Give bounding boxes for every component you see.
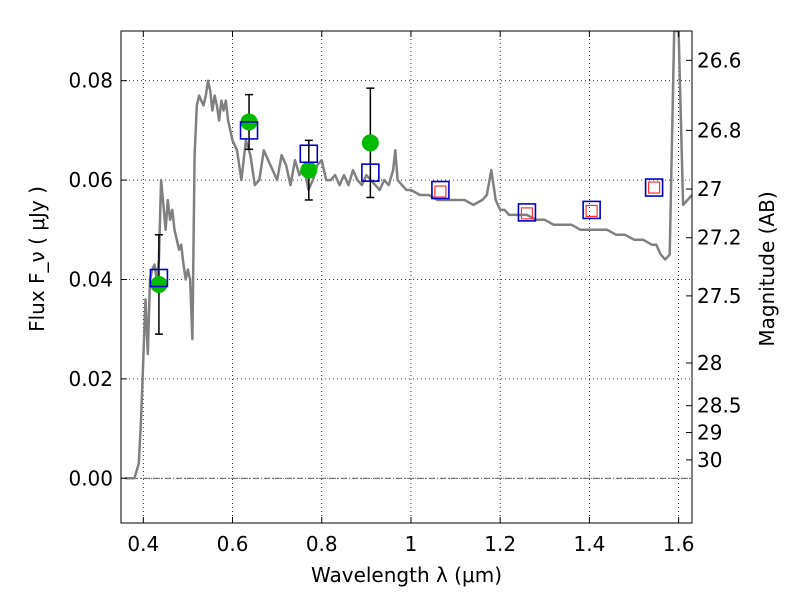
- observed-flux-point-3: [361, 134, 379, 152]
- y2-tick-label-7: 29: [697, 421, 722, 445]
- model-spectrum-line: [125, 31, 692, 480]
- y-tick-label-2: 0.04: [68, 267, 113, 291]
- x-tick-label-5: 1.4: [573, 532, 605, 556]
- model-band-flux-square-1: [239, 121, 259, 140]
- y-axis-title: Flux F_ν ( μJy ): [25, 186, 49, 332]
- model-band-flux-square-4: [431, 180, 450, 200]
- x-axis-title: Wavelength λ (μm): [311, 563, 502, 587]
- model-band-flux-square-5: [517, 203, 537, 222]
- tick-labels: 0.4 0.6 0.8 1 1.2 1.4 1.6 0.00 0.02 0.04 0.06 0.08 2…: [68, 48, 741, 556]
- model-band-flux-square-7: [644, 178, 664, 197]
- y2-tick-label-4: 27.5: [697, 284, 742, 308]
- x-tick-label-4: 1.2: [484, 532, 516, 556]
- model-band-flux-square-0: [149, 268, 169, 288]
- upper-limit-square-3: [647, 181, 661, 194]
- model-band-flux-square-6: [582, 200, 601, 220]
- y-tick-label-0: 0.00: [68, 466, 113, 490]
- y2-tick-label-8: 30: [697, 448, 722, 472]
- model-band-flux-square-2: [299, 144, 319, 164]
- observed-flux-point-0: [150, 275, 168, 293]
- grid-lines: [121, 31, 692, 523]
- x-tick-label-3: 1: [405, 532, 418, 556]
- y-tick-label-1: 0.02: [68, 367, 113, 391]
- upper-limit-square-2: [585, 204, 598, 218]
- x-tick-label-6: 1.6: [663, 532, 695, 556]
- observed-flux-point-2: [300, 161, 318, 179]
- y2-axis-title: Magnitude (AB): [755, 191, 779, 346]
- x-tick-label-0: 0.4: [127, 532, 159, 556]
- plot-series: [125, 31, 692, 480]
- x-tick-label-2: 0.8: [306, 532, 338, 556]
- y-tick-label-4: 0.08: [68, 69, 113, 93]
- axes-frame: [120, 30, 693, 524]
- y-tick-label-3: 0.06: [68, 168, 113, 192]
- y2-tick-label-5: 28: [697, 351, 722, 375]
- y2-tick-label-6: 28.5: [697, 394, 742, 418]
- axis-ticks: [121, 31, 692, 523]
- x-tick-label-1: 0.6: [217, 532, 249, 556]
- y2-tick-label-3: 27.2: [697, 226, 742, 250]
- model-band-flux-square-3: [361, 163, 380, 182]
- y2-tick-label-1: 26.8: [697, 118, 742, 142]
- upper-limit-square-0: [434, 185, 447, 198]
- y2-tick-label-0: 26.6: [697, 48, 742, 72]
- y2-tick-label-2: 27: [697, 177, 722, 201]
- upper-limit-square-1: [520, 207, 534, 220]
